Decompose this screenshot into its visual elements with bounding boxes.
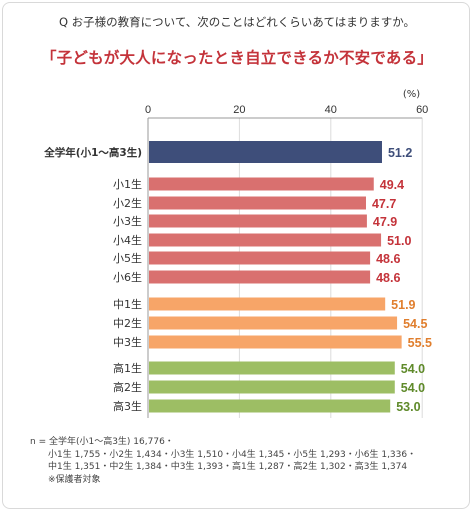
data-label: 47.7	[372, 197, 396, 211]
category-label: 高2生	[113, 380, 142, 394]
category-label: 小6生	[113, 270, 142, 284]
data-label: 51.2	[388, 146, 412, 160]
data-label: 47.9	[373, 215, 397, 229]
bar-1-4	[149, 251, 371, 265]
category-label: 小2生	[113, 196, 142, 210]
bar-1-3	[149, 233, 382, 247]
data-label: 53.0	[396, 400, 420, 414]
chart-headline: 「子どもが大人になったとき自立できるか不安である」	[40, 49, 434, 67]
category-label: 小4生	[113, 233, 142, 247]
bar-3-2	[149, 399, 391, 413]
data-label: 54.5	[403, 317, 427, 331]
x-tick-label: 0	[145, 104, 151, 116]
category-label: 中3生	[113, 335, 142, 349]
data-label: 49.4	[380, 178, 404, 192]
category-label: 中2生	[113, 316, 142, 330]
category-label: 小1生	[113, 177, 142, 191]
category-label: 高3生	[113, 399, 142, 413]
bar-1-1	[149, 196, 366, 210]
category-label: 高1生	[113, 361, 142, 375]
x-tick-label: 40	[325, 104, 337, 116]
note-line-4: ※保護者対象	[48, 474, 101, 485]
bar-chart: 0 20 40 60 (%) 全学年(小1〜高3生) 51.2 小1生 49.4 小2生 47.7 小…	[43, 89, 432, 418]
data-label: 55.5	[408, 336, 432, 350]
bar-1-0	[149, 177, 374, 191]
category-label: 全学年(小1〜高3生)	[43, 146, 142, 159]
bar-3-0	[149, 361, 395, 375]
x-tick-label: 60	[416, 104, 428, 116]
note-line-1: n = 全学年(小1〜高3生) 16,776・	[30, 437, 174, 447]
bar-1-5	[149, 270, 371, 284]
data-label: 48.6	[376, 271, 400, 285]
data-label: 48.6	[376, 252, 400, 266]
data-label: 54.0	[401, 381, 425, 395]
bar-1-2	[149, 214, 367, 228]
data-label: 54.0	[401, 362, 425, 376]
data-label: 51.9	[391, 298, 415, 312]
bar-2-2	[149, 335, 402, 349]
bar-2-1	[149, 316, 398, 330]
unit-label: (%)	[403, 89, 420, 100]
category-label: 小5生	[113, 251, 142, 265]
category-label: 小3生	[113, 214, 142, 228]
note-line-3: 中1生 1,351・中2生 1,384・中3生 1,393・高1生 1,287・…	[48, 462, 408, 472]
bar-0-0	[149, 141, 382, 163]
data-label: 51.0	[387, 234, 411, 248]
bar-3-1	[149, 380, 395, 394]
question-text: Q お子様の教育について、次のことはどれくらいあてはまりますか。	[58, 15, 416, 29]
sample-size-note: n = 全学年(小1〜高3生) 16,776・ 小1生 1,755・小2生 1,…	[30, 436, 460, 486]
note-line-2: 小1生 1,755・小2生 1,434・小3生 1,510・小4生 1,345・…	[48, 449, 417, 460]
bar-2-0	[149, 297, 386, 311]
category-label: 中1生	[113, 297, 142, 311]
x-tick-label: 20	[233, 104, 245, 116]
